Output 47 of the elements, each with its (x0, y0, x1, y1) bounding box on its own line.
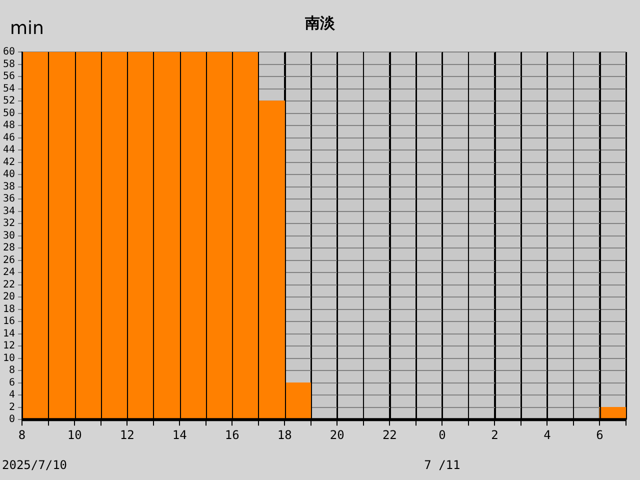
x-tick-label: 6 (596, 428, 604, 442)
y-tick-label: 22 (2, 279, 16, 290)
y-tick-label: 54 (2, 83, 16, 94)
y-tick-label: 40 (2, 169, 16, 180)
y-tick-label: 32 (2, 218, 16, 230)
x-tick-label: 4 (544, 428, 551, 442)
chart-title: 南淡 (305, 14, 335, 32)
x-tick-label: 22 (382, 428, 397, 442)
y-tick-label: 18 (2, 304, 16, 315)
text: 7 /11 (424, 458, 460, 472)
x-tick-label: 16 (224, 428, 240, 442)
x-tick-label: 8 (18, 428, 26, 442)
x-tick-label: 2 (491, 428, 498, 442)
y-tick-label: 58 (2, 58, 16, 70)
x-tick-label: 14 (172, 428, 187, 442)
x-tick-label: 10 (67, 428, 82, 442)
x-tick-label: 20 (330, 428, 344, 442)
y-tick-label: 44 (2, 144, 16, 156)
y-tick-label: 36 (2, 194, 16, 205)
y-tick-label: 12 (2, 340, 16, 352)
x-tick-label: 12 (120, 428, 134, 442)
y-tick-label: 2 (9, 402, 16, 413)
y-tick-label: 14 (2, 328, 16, 340)
y-tick-label: 52 (2, 96, 16, 107)
text: 2025/7/10 (2, 458, 68, 472)
y-tick-label: 10 (2, 352, 16, 364)
y-tick-label: 34 (2, 206, 16, 217)
y-tick-label: 4 (9, 390, 16, 401)
y-tick-label: 24 (2, 267, 16, 278)
y-tick-label: 6 (9, 377, 16, 388)
y-axis-title: min (10, 18, 44, 39)
y-tick-label: 8 (9, 365, 16, 376)
y-tick-label: 60 (2, 46, 16, 58)
y-tick-label: 0 (9, 414, 16, 426)
y-tick-label: 46 (2, 132, 16, 144)
y-tick-label: 16 (2, 316, 16, 328)
y-tick-label: 50 (2, 108, 16, 119)
y-tick-label: 28 (2, 242, 16, 254)
y-tick-label: 48 (2, 120, 16, 132)
y-tick-label: 56 (2, 71, 16, 82)
y-tick-label: 26 (2, 254, 16, 266)
y-tick-label: 30 (2, 230, 16, 242)
x-tick-label: 0 (438, 428, 446, 442)
y-tick-label: 20 (2, 292, 16, 303)
y-tick-label: 38 (2, 181, 16, 192)
y-tick-label: 42 (2, 156, 16, 168)
x-tick-label: 18 (277, 428, 292, 442)
